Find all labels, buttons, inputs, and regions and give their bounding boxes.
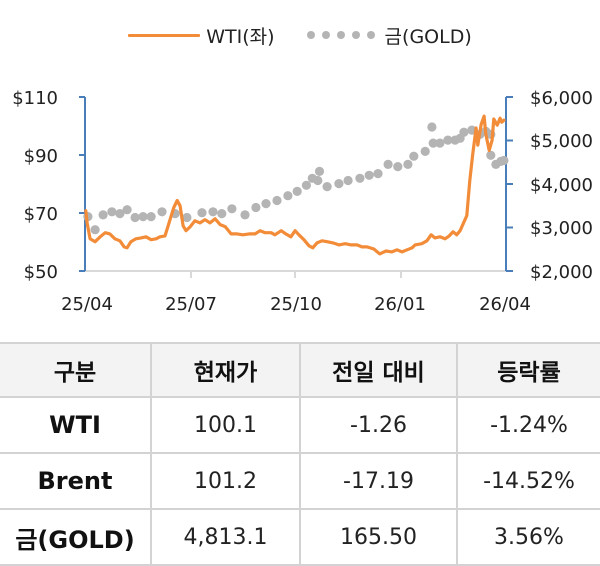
gold-data-point xyxy=(240,210,250,220)
gold-data-point xyxy=(227,204,237,214)
gold-data-point xyxy=(403,159,413,169)
gold-data-point xyxy=(373,169,383,179)
gold-data-point xyxy=(314,166,325,176)
right-tick-label: $5,000 xyxy=(530,131,593,152)
gold-data-point xyxy=(393,162,403,172)
gold-data-point xyxy=(364,170,374,180)
left-axis-labels: $110 $90 $70 $50 xyxy=(12,88,58,283)
row-name: Brent xyxy=(0,452,152,510)
right-tick-label: $6,000 xyxy=(530,88,593,109)
x-tick-label: 25/04 xyxy=(61,294,113,315)
gold-series-dots xyxy=(83,122,509,235)
gold-data-point xyxy=(157,207,167,217)
gold-data-point xyxy=(427,122,437,132)
row-price: 101.2 xyxy=(150,452,301,510)
x-axis-ticks xyxy=(190,271,402,278)
gold-data-point xyxy=(208,207,218,217)
gold-data-point xyxy=(383,159,393,169)
row-change: -17.19 xyxy=(299,452,458,510)
wti-series-line xyxy=(84,114,506,256)
gold-data-point xyxy=(122,205,132,215)
x-tick-label: 25/10 xyxy=(270,294,322,315)
gold-data-point xyxy=(409,151,419,161)
gold-data-point xyxy=(322,182,332,192)
header-change: 전일 대비 xyxy=(299,342,458,398)
gold-data-point xyxy=(499,155,509,166)
left-tick-label: $110 xyxy=(12,88,58,109)
x-tick-label: 25/07 xyxy=(165,294,217,315)
left-tick-label: $50 xyxy=(24,262,58,283)
left-y-axis xyxy=(79,96,86,272)
x-tick-label: 26/01 xyxy=(374,294,426,315)
gold-data-point xyxy=(334,179,344,189)
row-change: -1.26 xyxy=(299,396,458,454)
row-rate: -1.24% xyxy=(456,396,600,454)
x-tick-label: 26/04 xyxy=(479,294,531,315)
gold-data-point xyxy=(182,212,192,223)
table-header-row: 구분 현재가 전일 대비 등락률 xyxy=(0,342,600,398)
gold-data-point xyxy=(435,138,445,148)
right-axis-labels: $6,000 $5,000 $4,000 $3,000 $2,000 xyxy=(530,88,593,283)
row-rate: -14.52% xyxy=(456,452,600,510)
gold-data-point xyxy=(292,186,302,196)
gold-data-point xyxy=(301,180,311,190)
row-name: WTI xyxy=(0,396,152,454)
gold-data-point xyxy=(146,212,156,222)
dotted-line-swatch-icon xyxy=(306,31,375,39)
left-tick-label: $70 xyxy=(24,204,58,225)
row-price: 100.1 xyxy=(150,396,301,454)
gold-data-point xyxy=(251,202,261,213)
header-current-price: 현재가 xyxy=(150,342,301,398)
legend-label-gold: 금(GOLD) xyxy=(384,25,472,48)
gold-data-point xyxy=(343,175,353,186)
row-price: 4,813.1 xyxy=(150,508,301,566)
gold-data-point xyxy=(459,127,469,137)
table-row: Brent 101.2 -17.19 -14.52% xyxy=(0,452,600,510)
table-row: 금(GOLD) 4,813.1 165.50 3.56% xyxy=(0,508,600,566)
gold-data-point xyxy=(486,150,496,160)
header-change-rate: 등락률 xyxy=(456,342,600,398)
gold-data-point xyxy=(107,207,117,217)
price-table: 구분 현재가 전일 대비 등락률 WTI 100.1 -1.26 -1.24% … xyxy=(0,342,600,566)
row-name: 금(GOLD) xyxy=(0,508,152,566)
gold-data-point xyxy=(313,175,323,186)
gold-data-point xyxy=(428,138,438,148)
chart-legend: WTI(좌) 금(GOLD) xyxy=(0,18,600,52)
gold-data-point xyxy=(197,208,207,218)
right-tick-label: $4,000 xyxy=(530,175,593,196)
right-tick-label: $2,000 xyxy=(530,262,593,283)
table-row: WTI 100.1 -1.26 -1.24% xyxy=(0,396,600,454)
gold-data-point xyxy=(130,212,140,223)
right-y-axis xyxy=(505,96,513,272)
gold-data-point xyxy=(138,212,148,222)
gold-data-point xyxy=(443,135,453,145)
gold-data-point xyxy=(115,209,125,219)
line-chart: $110 $90 $70 $50 $6,000 $5,000 $4,000 $3… xyxy=(12,88,593,315)
gold-data-point xyxy=(420,146,430,156)
gold-data-point xyxy=(217,209,227,219)
legend-label-wti: WTI(좌) xyxy=(206,25,275,48)
gold-data-point xyxy=(90,225,100,235)
x-axis-labels: 25/04 25/07 25/10 26/01 26/04 xyxy=(61,294,531,315)
row-rate: 3.56% xyxy=(456,508,600,566)
right-tick-label: $3,000 xyxy=(530,218,593,239)
gold-data-point xyxy=(283,191,293,201)
gold-data-point xyxy=(98,210,108,220)
gold-data-point xyxy=(355,173,365,183)
legend-item-gold: 금(GOLD) xyxy=(306,22,472,49)
header-category: 구분 xyxy=(0,342,152,398)
legend-item-wti: WTI(좌) xyxy=(128,22,275,49)
gold-data-point xyxy=(272,195,282,206)
row-change: 165.50 xyxy=(299,508,458,566)
left-tick-label: $90 xyxy=(24,146,58,167)
gold-data-point xyxy=(261,199,271,209)
solid-line-swatch-icon xyxy=(128,33,201,37)
